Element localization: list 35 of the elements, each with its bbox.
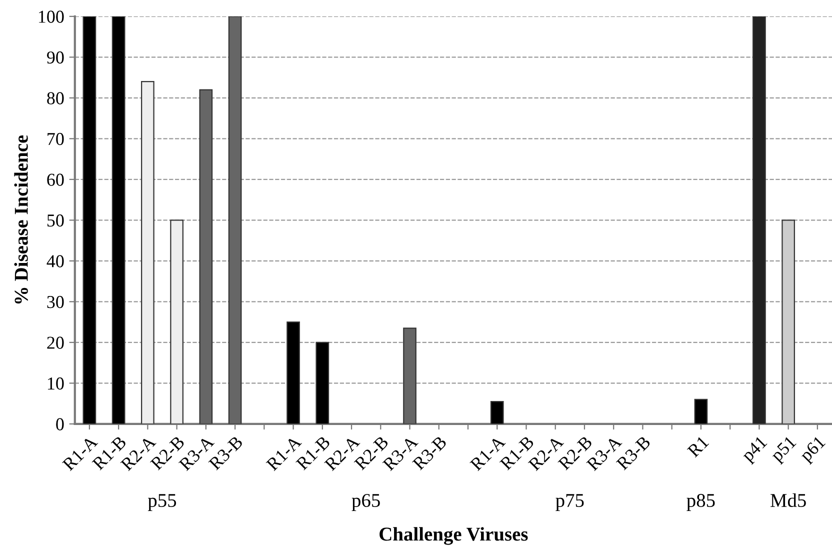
bar: [141, 81, 154, 424]
text: p55: [148, 494, 176, 512]
x-tick-label: p41: [740, 436, 770, 465]
y-tick-label: 30: [47, 296, 64, 308]
y-tick-label: 100: [38, 10, 64, 23]
y-tick-label: 40: [46, 255, 64, 268]
y-tick-label: 50: [47, 214, 64, 227]
bar: [82, 16, 96, 424]
y-tick-label: 0: [56, 418, 64, 430]
bar: [286, 321, 300, 424]
y-axis-title: % Disease Incidence: [14, 135, 28, 304]
text: Md5: [770, 493, 806, 508]
y-tick-label: 60: [47, 174, 64, 186]
bar: [782, 220, 795, 424]
x-tick-label: p61: [798, 436, 828, 465]
y-tick-label: 80: [47, 92, 64, 104]
text: p75: [556, 494, 584, 512]
y-tick-label: 90: [46, 51, 64, 64]
bar: [199, 89, 213, 424]
x-axis-title: Challenge Viruses: [380, 527, 528, 545]
text: p85: [686, 494, 715, 512]
bar: [403, 328, 416, 424]
y-tick-label: 70: [48, 132, 64, 146]
bar: [490, 400, 504, 424]
bar: [170, 220, 184, 424]
bar: [316, 342, 330, 424]
bar: [694, 398, 708, 424]
y-tick-label: 20: [47, 336, 64, 349]
y-tick-label: 10: [48, 377, 64, 390]
bar: [752, 16, 766, 424]
bar: [228, 16, 242, 424]
x-tick-label: p51: [770, 436, 800, 465]
text: p65: [352, 494, 380, 512]
bar: [112, 16, 126, 424]
x-tick-label: R1: [686, 436, 710, 458]
